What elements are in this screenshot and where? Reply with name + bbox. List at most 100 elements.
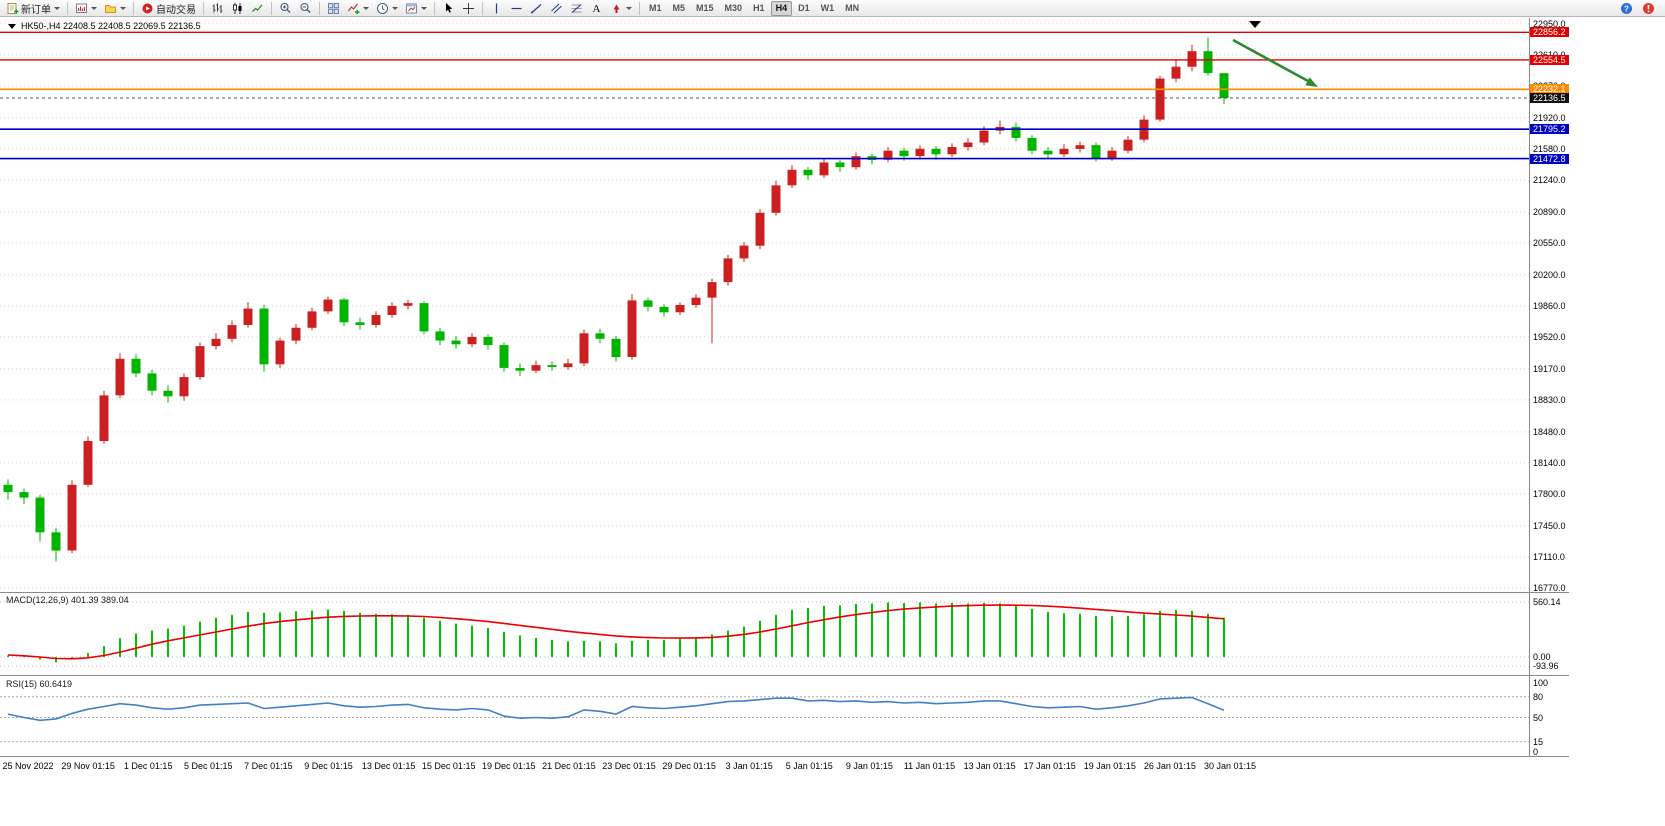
candle-body	[419, 303, 429, 332]
candle-body	[339, 299, 349, 323]
price-chart-canvas[interactable]	[0, 18, 1529, 593]
pane-separator[interactable]	[0, 592, 1569, 593]
price-level-badge: 22232.1	[1530, 84, 1569, 95]
periods-button[interactable]	[373, 0, 401, 17]
candle-body	[883, 150, 893, 160]
candle-body	[531, 365, 541, 371]
price-tick-label: 22610.0	[1533, 50, 1566, 60]
vline-button[interactable]	[487, 0, 506, 17]
candle-body	[675, 305, 685, 313]
crosshair-button[interactable]	[459, 0, 478, 17]
time-tick-label: 25 Nov 2022	[2, 761, 54, 771]
zoom-in-button[interactable]	[276, 0, 295, 17]
price-tick-label: 17450.0	[1533, 520, 1566, 531]
candle-body	[291, 327, 301, 341]
candle-body	[659, 306, 669, 313]
price-tick-label: 22950.0	[1533, 18, 1566, 29]
caret-down-icon	[363, 6, 369, 10]
candle-body	[259, 308, 269, 365]
candle-body	[979, 130, 989, 143]
line-chart-icon	[251, 2, 264, 15]
new-chart-icon	[75, 2, 88, 15]
symbol-dropdown-icon[interactable]	[8, 23, 16, 29]
tf-m5-button[interactable]: M5	[672, 2, 686, 13]
symbol-info: HK50-,H4 22408.5 22408.5 22069.5 22136.5	[8, 21, 201, 31]
new-chart-button[interactable]	[72, 0, 100, 17]
time-tick-label: 29 Nov 01:15	[61, 761, 115, 771]
tf-h1-button[interactable]: H1	[753, 2, 765, 13]
candle-body	[35, 497, 45, 533]
cursor-button[interactable]	[439, 0, 458, 17]
text-button[interactable]: A	[587, 0, 606, 17]
templates-button[interactable]	[402, 0, 430, 17]
fibonacci-button[interactable]	[567, 0, 586, 17]
hline-button[interactable]	[507, 0, 526, 17]
toolbar: 新订单 自动交易 A M1 M5 M15 M30 H1 H4 D1 W1 MN?	[0, 0, 1665, 17]
rsi-line	[7, 696, 1225, 722]
candle-body	[195, 346, 205, 378]
tf-h4-button[interactable]: H4	[770, 0, 793, 16]
autotrading-button[interactable]: 自动交易	[138, 0, 199, 17]
candle-body	[179, 377, 189, 397]
price-level-badge: 21472.8	[1530, 153, 1569, 164]
time-tick-label: 11 Jan 01:15	[903, 761, 956, 771]
candle-body	[915, 148, 925, 157]
time-tick-label: 19 Jan 01:15	[1083, 761, 1136, 771]
chart-area[interactable]: HK50-,H4 22408.5 22408.5 22069.5 22136.5…	[0, 18, 1665, 826]
zoom-in-icon	[279, 2, 292, 15]
candlestick-button[interactable]	[228, 0, 247, 17]
macd-scale-label: -93.96	[1533, 661, 1559, 672]
time-tick-label: 23 Dec 01:15	[602, 761, 656, 771]
svg-text:?: ?	[1624, 4, 1629, 13]
macd-indicator-canvas[interactable]	[0, 593, 1529, 675]
pane-separator[interactable]	[0, 756, 1569, 757]
time-tick-label: 21 Dec 01:15	[542, 761, 596, 771]
caret-down-icon	[421, 6, 427, 10]
candlestick-icon	[231, 2, 244, 15]
crosshair-icon	[462, 2, 475, 15]
line-chart-button[interactable]	[248, 0, 267, 17]
trendline-button[interactable]	[527, 0, 546, 17]
price-axis[interactable]: 22950.022610.022270.021920.021580.021240…	[1530, 18, 1664, 593]
templates-icon	[405, 2, 418, 15]
tf-d1-button[interactable]: D1	[798, 2, 810, 13]
caret-down-icon	[626, 6, 632, 10]
profiles-button[interactable]	[101, 0, 129, 17]
candle-body	[163, 390, 173, 397]
price-level-badge: 22856.2	[1530, 27, 1569, 38]
tf-m30-button[interactable]: M30	[724, 2, 743, 13]
channel-button[interactable]	[547, 0, 566, 17]
tf-mn-button[interactable]: MN	[845, 2, 860, 13]
bar-chart-button[interactable]	[208, 0, 227, 17]
rsi-indicator-canvas[interactable]	[0, 676, 1529, 756]
help-button[interactable]: ?	[1617, 0, 1636, 17]
time-axis[interactable]: 25 Nov 2022 29 Nov 01:15 1 Dec 01:15 5 Dec …	[0, 758, 1569, 776]
candle-body	[467, 336, 477, 345]
candle-body	[1027, 137, 1037, 151]
macd-signal-line	[7, 604, 1225, 660]
time-tick-label: 29 Dec 01:15	[662, 761, 716, 771]
trend-arrow-head[interactable]	[1305, 77, 1318, 87]
alert-button[interactable]	[1639, 0, 1658, 17]
trend-arrow[interactable]	[1232, 38, 1309, 83]
svg-text:A: A	[593, 3, 601, 15]
candle-body	[211, 338, 221, 347]
chart-shift-marker[interactable]	[1249, 21, 1261, 28]
zoom-out-button[interactable]	[296, 0, 315, 17]
candle-body	[1059, 148, 1069, 155]
tf-m1-button[interactable]: M1	[649, 2, 662, 13]
candle-body	[115, 358, 125, 396]
tf-m15-button[interactable]: M15	[696, 2, 714, 13]
candle-body	[723, 258, 733, 283]
tf-w1-button[interactable]: W1	[820, 2, 835, 13]
candle-body	[147, 373, 157, 391]
tile-windows-button[interactable]	[324, 0, 343, 17]
new-order-button[interactable]: 新订单	[3, 0, 63, 17]
arrows-button[interactable]	[607, 0, 635, 17]
time-tick-label: 5 Dec 01:15	[184, 761, 233, 771]
indicators-button[interactable]	[344, 0, 372, 17]
pane-separator[interactable]	[0, 675, 1569, 676]
macd-axis: 560.14 0.00 -93.96	[1530, 593, 1664, 675]
candle-body	[1219, 73, 1229, 98]
price-tick-label: 18480.0	[1533, 426, 1566, 437]
